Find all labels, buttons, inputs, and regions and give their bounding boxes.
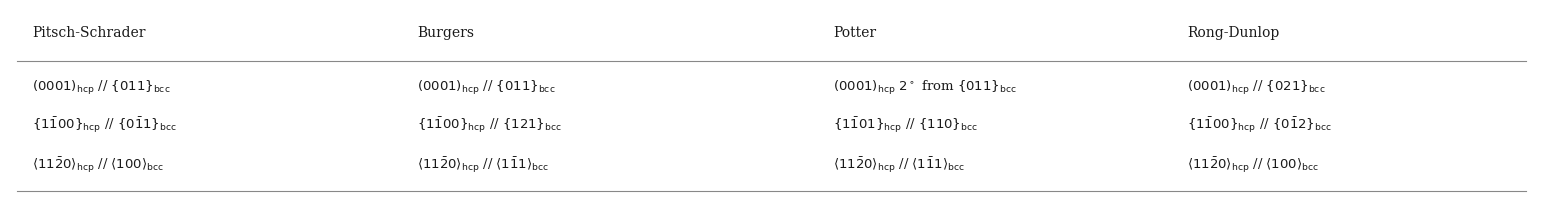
Text: $\{1\bar{1}01\}_{\rm hcp}$ // $\{110\}_{\rm bcc}$: $\{1\bar{1}01\}_{\rm hcp}$ // $\{110\}_{… xyxy=(833,116,978,135)
Text: $(0001)_{\rm hcp}$ // $\{011\}_{\rm bcc}$: $(0001)_{\rm hcp}$ // $\{011\}_{\rm bcc}… xyxy=(417,79,555,97)
Text: $\{1\bar{1}00\}_{\rm hcp}$ // $\{0\bar{1}2\}_{\rm bcc}$: $\{1\bar{1}00\}_{\rm hcp}$ // $\{0\bar{1… xyxy=(1188,116,1333,135)
Text: $\{1\bar{1}00\}_{\rm hcp}$ // $\{0\bar{1}1\}_{\rm bcc}$: $\{1\bar{1}00\}_{\rm hcp}$ // $\{0\bar{1… xyxy=(32,116,177,135)
Text: $(0001)_{\rm hcp}$ // $\{011\}_{\rm bcc}$: $(0001)_{\rm hcp}$ // $\{011\}_{\rm bcc}… xyxy=(32,79,171,97)
Text: $\langle 11\bar{2}0\rangle_{\rm hcp}$ // $\langle 1\bar{1}1\rangle_{\rm bcc}$: $\langle 11\bar{2}0\rangle_{\rm hcp}$ //… xyxy=(417,155,549,175)
Text: $\{1\bar{1}00\}_{\rm hcp}$ // $\{121\}_{\rm bcc}$: $\{1\bar{1}00\}_{\rm hcp}$ // $\{121\}_{… xyxy=(417,116,562,135)
Text: $\langle 11\bar{2}0\rangle_{\rm hcp}$ // $\langle 1\bar{1}1\rangle_{\rm bcc}$: $\langle 11\bar{2}0\rangle_{\rm hcp}$ //… xyxy=(833,155,964,175)
Text: Rong-Dunlop: Rong-Dunlop xyxy=(1188,26,1279,40)
Text: Pitsch-Schrader: Pitsch-Schrader xyxy=(32,26,145,40)
Text: $\langle 11\bar{2}0\rangle_{\rm hcp}$ // $\langle 100\rangle_{\rm bcc}$: $\langle 11\bar{2}0\rangle_{\rm hcp}$ //… xyxy=(1188,155,1319,175)
Text: $(0001)_{\rm hcp}$ // $\{021\}_{\rm bcc}$: $(0001)_{\rm hcp}$ // $\{021\}_{\rm bcc}… xyxy=(1188,79,1325,97)
Text: Potter: Potter xyxy=(833,26,876,40)
Text: $\langle 11\bar{2}0\rangle_{\rm hcp}$ // $\langle 100\rangle_{\rm bcc}$: $\langle 11\bar{2}0\rangle_{\rm hcp}$ //… xyxy=(32,155,164,175)
Text: Burgers: Burgers xyxy=(417,26,474,40)
Text: $(0001)_{\rm hcp}$ $2^\circ$ from $\{011\}_{\rm bcc}$: $(0001)_{\rm hcp}$ $2^\circ$ from $\{011… xyxy=(833,79,1017,97)
